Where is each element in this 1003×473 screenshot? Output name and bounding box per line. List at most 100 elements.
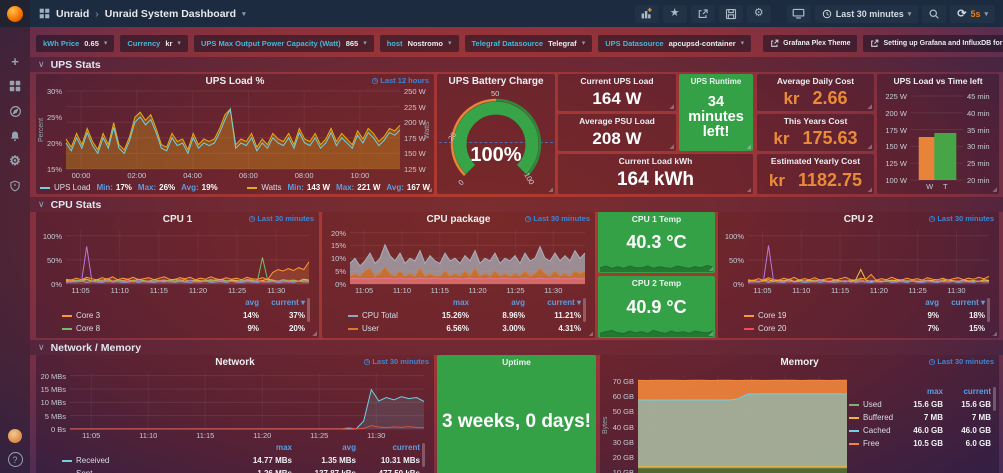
panel-title[interactable]: CPU 2 <box>843 213 874 225</box>
tv-mode-button[interactable] <box>786 4 811 23</box>
panel-title[interactable]: CPU 1 Temp <box>631 214 682 224</box>
row-header-cpu-stats[interactable]: ∨ CPU Stats <box>30 197 1003 212</box>
variable-value: 865 <box>345 38 359 48</box>
legend-column-header[interactable]: current <box>963 387 991 396</box>
share-dashboard-button[interactable] <box>690 4 715 23</box>
axis-tick: 20% <box>46 139 62 148</box>
axis-tick: 11:25 <box>227 286 247 295</box>
panel-time-range[interactable]: ◷ Last 30 minutes <box>363 357 429 366</box>
axis-tick: 200 W <box>885 108 907 118</box>
variable-ups-datasource[interactable]: UPS Datasource apcupsd-container ▾ <box>598 34 752 52</box>
configuration-gear-icon[interactable]: ⚙ <box>9 153 21 168</box>
legend-series-label[interactable]: Cached <box>863 426 891 435</box>
axis-tick: 10 GB <box>612 467 634 473</box>
legend-column-header[interactable]: avg <box>342 443 356 452</box>
server-admin-shield-icon[interactable] <box>7 178 23 194</box>
row-header-ups-stats[interactable]: ∨ UPS Stats <box>30 57 1003 72</box>
panel-title[interactable]: CPU 2 Temp <box>631 278 682 288</box>
axis-tick: 11:10 <box>139 431 158 440</box>
panel-title[interactable]: Network <box>215 356 255 368</box>
breadcrumb-folder[interactable]: Unraid <box>56 7 90 20</box>
chevron-down-icon[interactable]: ▾ <box>242 10 246 18</box>
dashboards-icon[interactable] <box>7 78 23 94</box>
link-ups-monitoring-guide[interactable]: Setting up Grafana and InfluxDB for UPS … <box>863 34 1003 52</box>
legend-series-label[interactable]: Core 8 <box>76 324 101 333</box>
time-range-picker[interactable]: Last 30 minutes ▾ <box>814 4 919 23</box>
legend-item[interactable]: Watts Min: 143 W Max: 221 W Avg: 167 W <box>247 183 430 192</box>
axis-tick: 20 min <box>967 176 990 185</box>
variable-currency[interactable]: Currency kr ▾ <box>120 34 188 52</box>
panel-time-range[interactable]: ◷ Last 30 minutes <box>248 214 314 223</box>
create-plus-icon[interactable]: + <box>11 53 19 69</box>
add-panel-button[interactable] <box>634 4 659 23</box>
legend-item[interactable]: UPS Load Min: 17% Max: 26% Avg: 19% <box>40 183 218 192</box>
search-zoom-button[interactable] <box>922 4 947 23</box>
alerting-bell-icon[interactable] <box>7 128 23 144</box>
breadcrumb-dashboard-title[interactable]: Unraid System Dashboard <box>104 7 237 20</box>
legend-series-label[interactable]: Core 20 <box>758 324 787 333</box>
refresh-picker[interactable]: ⟳ 5s ▾ <box>950 4 995 23</box>
row-header-network-memory[interactable]: ∨ Network / Memory <box>30 340 1003 355</box>
chevron-down-icon: ▾ <box>740 40 745 47</box>
panel-title[interactable]: Average Daily Cost <box>776 76 855 86</box>
settings-gear-icon[interactable]: ⚙ <box>746 4 771 23</box>
panel-title[interactable]: Memory <box>780 356 819 368</box>
legend-scrollbar[interactable] <box>583 298 586 322</box>
legend-series-label[interactable]: Buffered <box>863 413 894 422</box>
save-dashboard-button[interactable] <box>718 4 743 23</box>
variable-kwh-price[interactable]: kWh Price 0.65 ▾ <box>36 34 115 52</box>
panel-ups-runtime: UPS Runtime 34 minutes left! <box>679 74 753 151</box>
legend-column-header[interactable]: current ▾ <box>951 298 985 307</box>
panel-title[interactable]: Estimated Yearly Cost <box>770 156 861 166</box>
panel-title[interactable]: Current Load kWh <box>618 156 693 166</box>
panel-title[interactable]: Current UPS Load <box>580 76 654 86</box>
variable-ups-max-output[interactable]: UPS Max Output Power Capacity (Watt) 865… <box>193 34 374 52</box>
legend-series-label[interactable]: Core 3 <box>76 311 101 320</box>
variable-label: host <box>386 38 403 48</box>
variable-host[interactable]: host Nostromo ▾ <box>379 34 459 52</box>
legend-scrollbar[interactable] <box>993 387 996 411</box>
panel-time-range[interactable]: ◷ Last 30 minutes <box>928 357 994 366</box>
legend-column-header[interactable]: current ▾ <box>271 298 305 307</box>
grafana-logo[interactable] <box>0 0 30 27</box>
legend-series-label[interactable]: User <box>362 324 379 333</box>
panel-title[interactable]: UPS Runtime <box>690 76 742 86</box>
panel-title[interactable]: Average PSU Load <box>579 116 655 126</box>
panel-title[interactable]: CPU package <box>426 213 491 225</box>
panel-title[interactable]: UPS Battery Charge <box>448 75 544 87</box>
panel-time-range[interactable]: ◷ Last 30 minutes <box>928 214 994 223</box>
legend-series-label[interactable]: Free <box>863 439 880 448</box>
legend-scrollbar[interactable] <box>987 298 990 322</box>
legend-series-label[interactable]: Received <box>76 456 110 465</box>
panel-title[interactable]: CPU 1 <box>162 213 193 225</box>
axis-tick: 150 W <box>885 142 907 152</box>
panel-title[interactable]: UPS Load vs Time left <box>893 76 983 86</box>
legend-series-label[interactable]: Core 19 <box>758 311 787 320</box>
panel-time-range[interactable]: ◷ Last 12 hours <box>371 76 429 85</box>
legend-scrollbar[interactable] <box>422 443 425 467</box>
legend-column-header[interactable]: avg <box>511 298 525 307</box>
legend-column-header[interactable]: avg <box>925 298 939 307</box>
legend-column-header[interactable]: avg <box>245 298 259 307</box>
legend-column-header[interactable]: max <box>275 443 292 452</box>
help-icon[interactable]: ? <box>7 452 23 467</box>
user-avatar[interactable] <box>8 429 22 443</box>
panel-title[interactable]: Uptime <box>502 357 531 367</box>
legend-scrollbar[interactable] <box>307 298 310 322</box>
legend-series-label[interactable]: Used <box>863 400 882 409</box>
legend-column-header[interactable]: max <box>926 387 943 396</box>
legend-column-header[interactable]: max <box>452 298 469 307</box>
chevron-down-icon: ▾ <box>363 40 367 47</box>
legend-column-header[interactable]: current <box>392 443 420 452</box>
panel-title[interactable]: This Years Cost <box>783 116 848 126</box>
legend-series-label[interactable]: Sent <box>76 469 92 473</box>
legend-series-label[interactable]: CPU Total <box>362 311 398 320</box>
panel-time-range[interactable]: ◷ Last 30 minutes <box>524 214 590 223</box>
legend-column-header[interactable]: current ▾ <box>547 298 581 307</box>
star-dashboard-button[interactable]: ★ <box>662 4 687 23</box>
explore-compass-icon[interactable] <box>7 103 23 119</box>
variable-telegraf-datasource[interactable]: Telegraf Datasource Telegraf ▾ <box>464 34 593 52</box>
chart-canvas <box>600 329 713 337</box>
panel-title[interactable]: UPS Load % <box>205 75 265 87</box>
link-grafana-plex-theme[interactable]: Grafana Plex Theme <box>763 34 858 52</box>
